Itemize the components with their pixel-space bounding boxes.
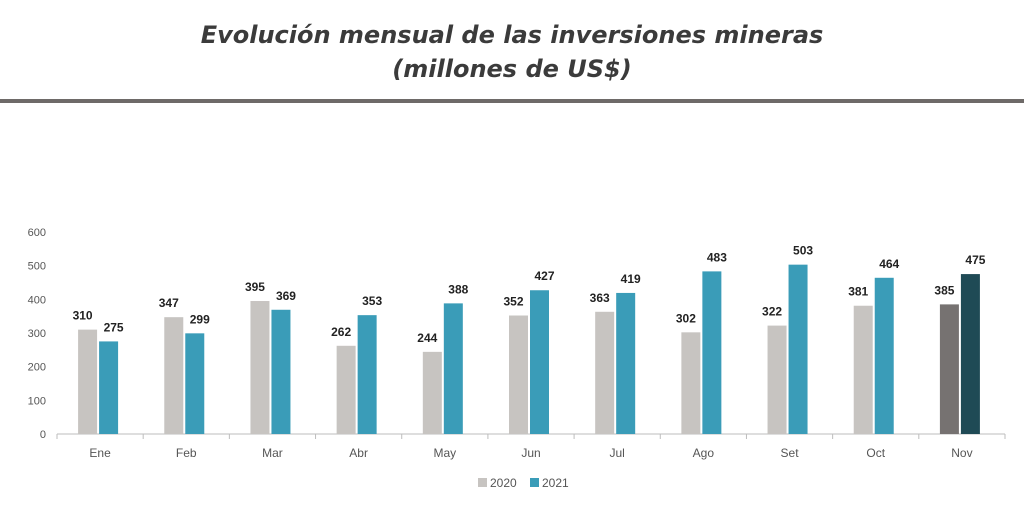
bar-2020-Nov [939,304,959,434]
x-tick-label: Oct [866,446,885,460]
bar-2020-Jul [595,311,615,434]
bar-2020-Ago [681,332,701,434]
data-label-2021-Jun: 427 [534,269,554,283]
x-tick-label: Jun [521,446,540,460]
data-label-2020-Feb: 347 [159,296,179,310]
data-label-2021-Mar: 369 [276,289,296,303]
x-tick-label: Set [781,446,800,460]
data-label-2021-Ene: 275 [104,320,124,334]
chart-title-line2: (millones de US$) [392,55,632,83]
bar-2021-Jun [530,290,549,434]
data-label-2020-Oct: 381 [848,285,868,299]
chart-title: Evolución mensual de las inversiones min… [0,18,1024,86]
data-label-2020-Ene: 310 [73,309,93,323]
bar-2021-Ene [99,341,119,434]
legend-label-2021: 2021 [542,476,569,490]
bar-2020-Feb [164,317,184,434]
x-tick-label: Mar [262,446,283,460]
data-label-2021-Abr: 353 [362,294,382,308]
data-label-2020-Ago: 302 [676,311,696,325]
data-label-2021-Set: 503 [793,244,813,258]
bar-2021-Nov [960,274,980,434]
data-label-2021-Nov: 475 [965,253,985,267]
data-label-2021-Oct: 464 [879,257,899,271]
legend-swatch-2021 [530,478,539,487]
bar-2020-Abr [336,345,356,434]
data-label-2021-Jul: 419 [621,272,641,286]
bar-2020-Ene [78,329,98,434]
x-tick-label: Feb [176,446,197,460]
chart-title-line1: Evolución mensual de las inversiones min… [200,21,824,49]
y-tick-label: 200 [28,362,46,374]
bar-2021-Set [788,264,808,434]
bar-2020-Oct [853,305,873,434]
data-label-2020-Nov: 385 [934,283,954,297]
bar-2021-Abr [357,315,377,434]
y-tick-label: 500 [28,261,46,273]
bar-2021-Jul [616,292,636,434]
data-label-2021-Ago: 483 [707,250,727,264]
bar-2021-May [443,303,463,434]
title-divider [0,99,1024,103]
x-tick-label: May [433,446,456,460]
data-label-2021-May: 388 [448,282,468,296]
x-tick-label: Ago [693,446,715,460]
bar-2020-Jun [509,315,528,434]
legend-label-2020: 2020 [490,476,517,490]
x-tick-label: Ene [89,446,111,460]
x-tick-label: Nov [951,446,972,460]
data-label-2020-Set: 322 [762,305,782,319]
bar-2021-Feb [185,333,205,434]
data-label-2020-Jun: 352 [503,294,523,308]
bar-2020-Set [767,325,787,434]
bar-2021-Oct [874,277,894,434]
x-tick-label: Jul [610,446,625,460]
data-label-2021-Feb: 299 [190,312,210,326]
data-label-2020-Jul: 363 [590,291,610,305]
bar-2020-May [422,351,442,434]
bar-2021-Mar [271,309,291,434]
y-tick-label: 0 [40,429,46,441]
bar-2021-Ago [702,271,722,434]
y-tick-label: 100 [28,395,46,407]
x-tick-label: Abr [349,446,368,460]
legend-swatch-2020 [478,478,487,487]
y-tick-label: 600 [28,227,46,239]
data-label-2020-Abr: 262 [331,325,351,339]
bar-2020-Mar [250,301,270,434]
data-label-2020-May: 244 [417,331,437,345]
y-tick-label: 300 [28,328,46,340]
y-tick-label: 400 [28,294,46,306]
data-label-2020-Mar: 395 [245,280,265,294]
